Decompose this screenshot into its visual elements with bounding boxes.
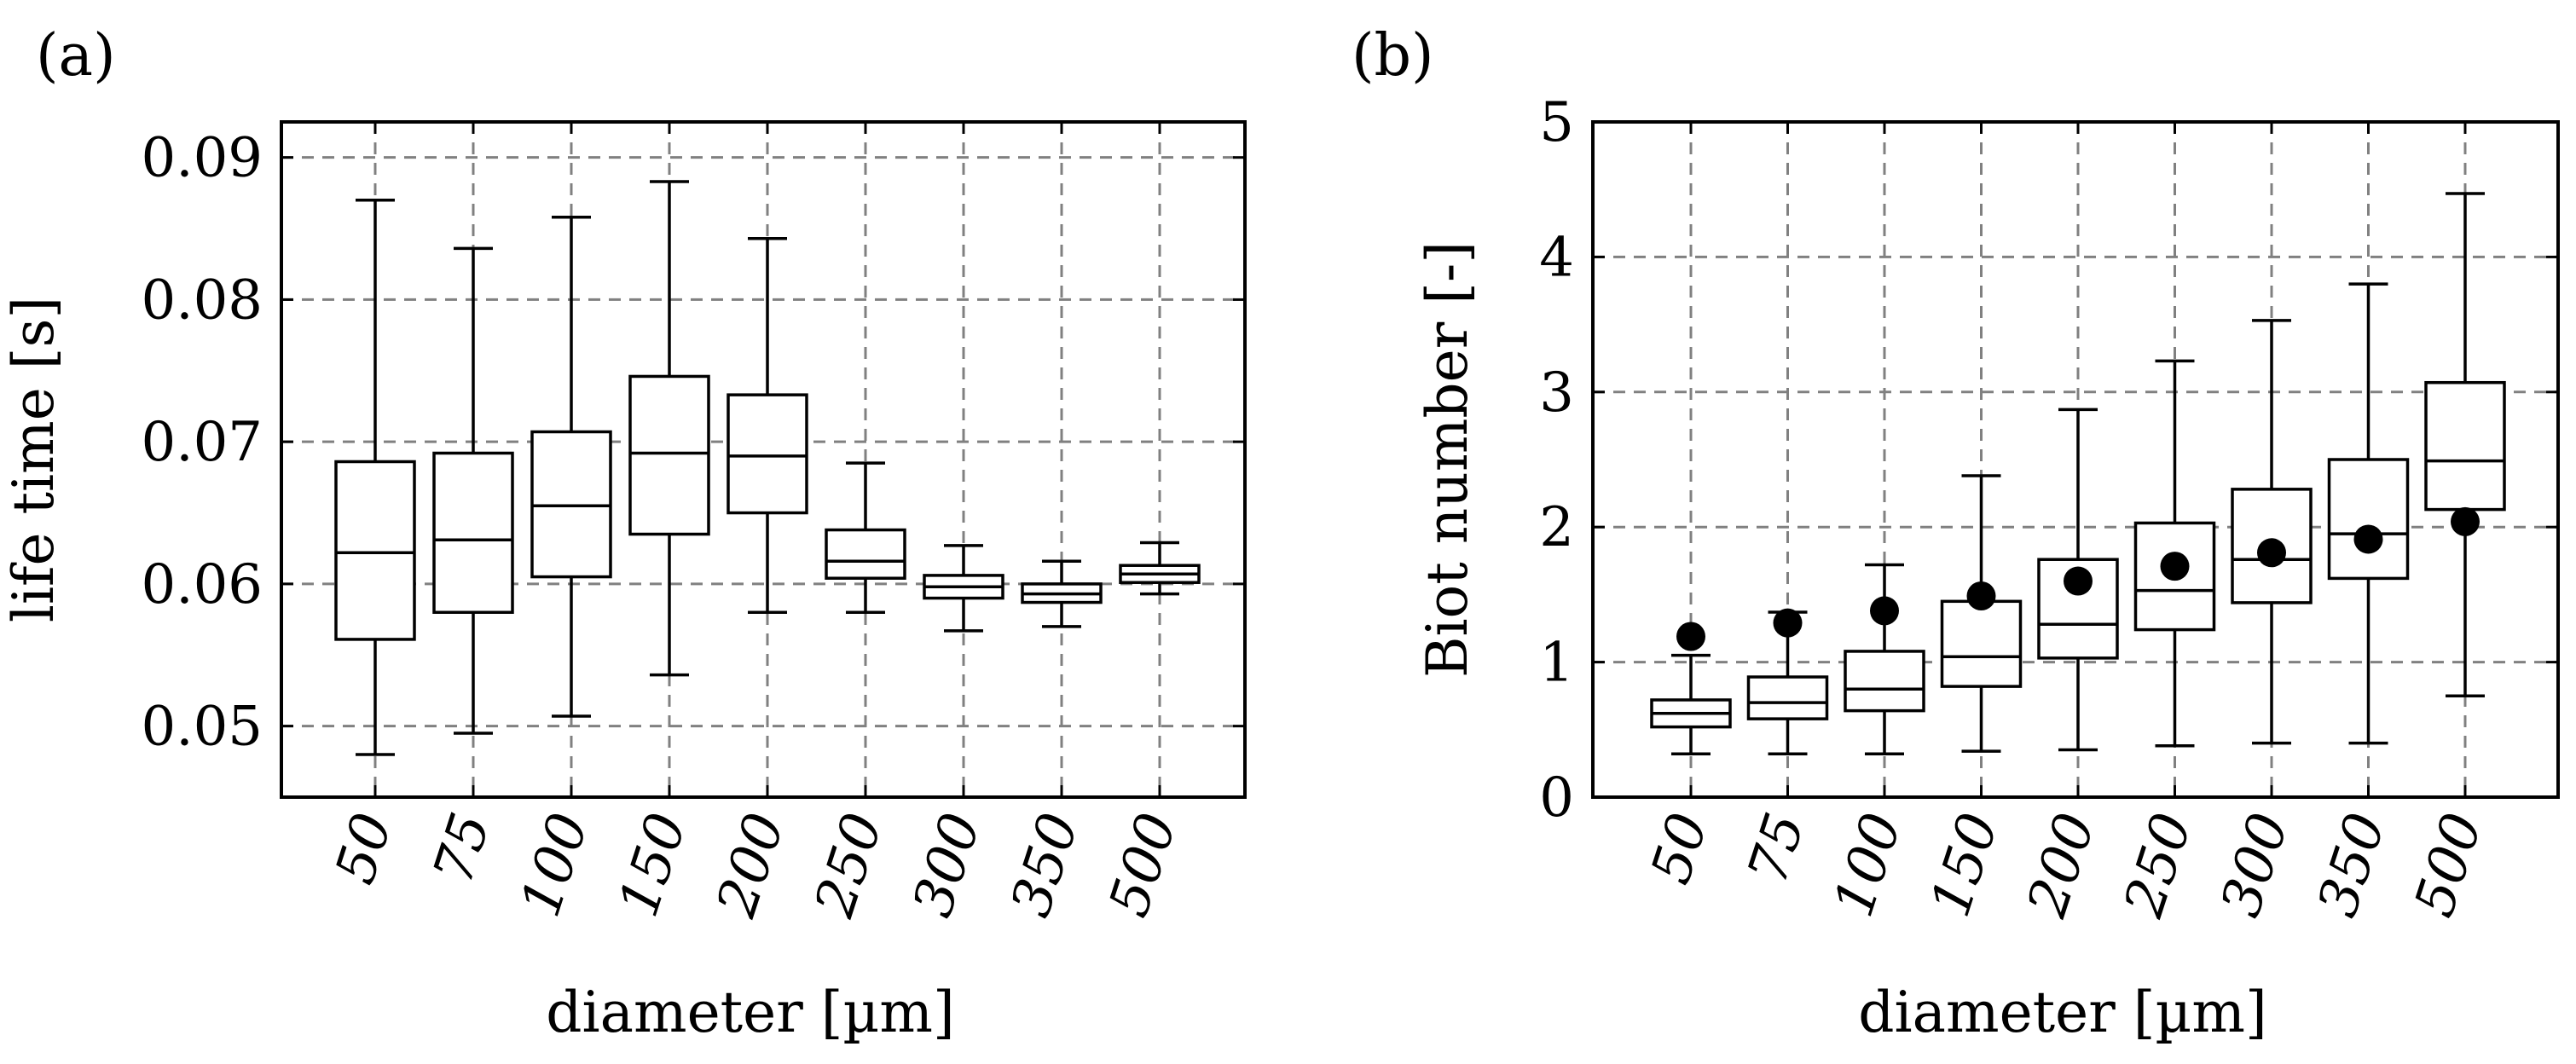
chart-0-xlabel: diameter [µm]: [546, 980, 954, 1045]
chart-0-box-50: [334, 198, 416, 756]
chart-1-xtick-label: 350: [2307, 806, 2399, 924]
chart-1-point-300: [2257, 538, 2286, 568]
chart-0-box-500: [1119, 541, 1201, 596]
chart-1-point-100: [1870, 596, 1899, 626]
chart-0-xtick-label: 350: [999, 806, 1091, 924]
box-iqr: [1844, 650, 1925, 713]
panel-b: (b) 0 1 2 3 4 5 50 75 100 150 200 250 300 350 500 diamet…: [1352, 22, 2560, 1045]
chart-0-box-150: [628, 180, 710, 677]
chart-1-ytick-label: 0: [1539, 766, 1574, 830]
chart-1-ytick-label: 4: [1539, 226, 1574, 289]
chart-1-ytick-label: 1: [1539, 632, 1574, 695]
chart-0-box-75: [432, 246, 514, 735]
chart-1-xtick-label: 500: [2403, 806, 2495, 924]
box-iqr: [2424, 380, 2506, 512]
chart-0-box-350: [1021, 559, 1103, 628]
chart-0-ytick-label: 0.06: [142, 553, 263, 616]
box-iqr: [726, 393, 808, 515]
chart-1-ytick-label: 2: [1539, 496, 1574, 559]
chart-0-xtick-label: 500: [1097, 806, 1190, 924]
chart-0-box-250: [825, 461, 906, 614]
chart-1-box-350: [2327, 282, 2410, 745]
box-iqr: [1940, 599, 2023, 688]
chart-1-box-50: [1650, 653, 1732, 756]
chart-0-xtick-label: 50: [324, 806, 406, 891]
chart-1-point-350: [2353, 524, 2383, 554]
chart-1-ytick-label: 5: [1539, 91, 1574, 154]
chart-1-panel-label: (b): [1352, 22, 1434, 90]
chart-1-xtick-label: 75: [1736, 806, 1818, 891]
box-iqr: [334, 460, 416, 641]
box-iqr: [432, 451, 514, 614]
chart-1-xtick-label: 150: [1919, 806, 2012, 924]
chart-1-xtick-label: 200: [2016, 806, 2108, 925]
chart-0-xtick-label: 150: [607, 806, 699, 924]
chart-0-box-300: [923, 544, 1004, 633]
chart-0-xtick-label: 75: [422, 806, 504, 891]
chart-0-box-100: [530, 215, 612, 718]
chart-1-point-500: [2451, 506, 2480, 536]
box-iqr: [628, 374, 710, 536]
chart-1-box-500: [2424, 192, 2506, 697]
chart-1-box-150: [1940, 474, 2023, 753]
chart-0-ytick-label: 0.09: [142, 127, 263, 190]
chart-1-box-100: [1844, 563, 1925, 756]
chart-0-xtick-label: 200: [705, 806, 797, 925]
chart-0-ytick-label: 0.07: [142, 411, 263, 474]
chart-1-xlabel: diameter [µm]: [1858, 980, 2266, 1045]
chart-0-xtick-label: 100: [509, 806, 601, 924]
chart-1-point-200: [2064, 566, 2093, 596]
chart-0-ytick-label: 0.05: [142, 696, 263, 759]
chart-0-box-200: [726, 236, 808, 614]
chart-1-box-300: [2231, 319, 2313, 745]
chart-1-ylabel: Biot number [-]: [1415, 241, 1480, 678]
chart-1-ytick-label: 3: [1539, 361, 1574, 425]
chart-1-point-75: [1773, 608, 1803, 638]
chart-1-frame: [1591, 120, 2560, 799]
box-iqr: [1746, 675, 1829, 720]
box-iqr: [825, 528, 906, 580]
chart-0-xtick-label: 250: [803, 806, 895, 925]
chart-0-ytick-label: 0.08: [142, 269, 263, 332]
chart-1-point-250: [2160, 552, 2190, 581]
chart-1-xtick-label: 100: [1822, 806, 1914, 924]
box-iqr: [2327, 458, 2410, 581]
chart-1-point-150: [1966, 581, 1996, 610]
chart-0-frame: [280, 120, 1247, 799]
chart-0-ylabel: life time [s]: [1, 297, 67, 622]
chart-1-point-50: [1676, 622, 1705, 651]
chart-0-xtick-label: 300: [901, 806, 993, 924]
chart-1-xtick-label: 50: [1640, 806, 1722, 891]
chart-1-xtick-label: 300: [2209, 806, 2301, 924]
chart-1-xtick-label: 250: [2112, 806, 2204, 925]
chart-0-panel-label: (a): [36, 22, 116, 90]
